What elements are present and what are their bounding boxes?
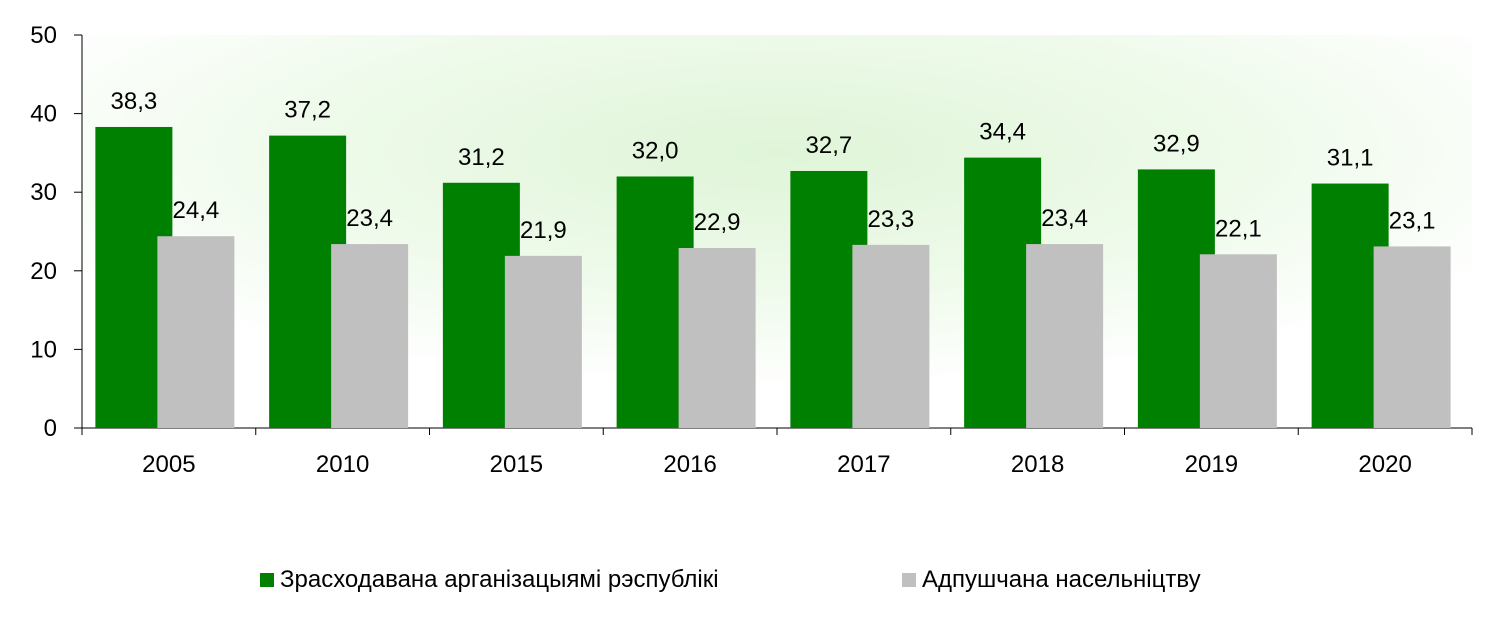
bar-series-2-2019 (1199, 254, 1277, 428)
y-tick-label: 50 (30, 22, 57, 49)
x-tick-label: 2005 (142, 451, 195, 478)
y-axis: 0 10 20 30 40 50 (30, 22, 83, 442)
x-tick-label: 2015 (490, 451, 543, 478)
bar-series-2-2020 (1373, 246, 1451, 428)
data-label-series-1: 32,9 (1153, 130, 1200, 157)
legend-label-series-1: Зрасходавана арганізацыямі рэспублікі (280, 566, 719, 593)
data-label-series-2: 22,1 (1215, 215, 1262, 242)
data-label-series-1: 32,7 (806, 132, 853, 159)
legend: Зрасходавана арганізацыямі рэспублікі Ад… (0, 566, 1496, 606)
data-label-series-2: 23,3 (868, 206, 915, 233)
data-label-series-1: 32,0 (632, 137, 679, 164)
data-label-series-2: 23,4 (346, 205, 393, 232)
data-labels-group: 38,3 24,4 37,2 23,4 31,2 21,9 32,0 22,9 32,7 23,3… (111, 88, 1436, 244)
data-label-series-2: 23,4 (1041, 205, 1088, 232)
legend-label-series-2: Адпушчана насельніцтву (922, 566, 1201, 593)
bars-group (95, 126, 1451, 428)
bar-series-2-2015 (504, 255, 582, 428)
bar-series-2-2016 (678, 248, 756, 428)
x-tick-label: 2020 (1358, 451, 1411, 478)
x-tick-label: 2019 (1185, 451, 1238, 478)
y-tick-label: 20 (30, 258, 57, 285)
bar-series-2-2018 (1026, 244, 1104, 428)
data-label-series-2: 21,9 (520, 217, 567, 244)
data-label-series-1: 37,2 (284, 97, 331, 124)
data-label-series-2: 23,1 (1389, 207, 1436, 234)
bar-series-2-2005 (157, 236, 235, 428)
bar-series-2-2010 (331, 244, 409, 428)
x-tick-label: 2016 (663, 451, 716, 478)
bar-series-2-2017 (852, 244, 930, 428)
x-tick-label: 2018 (1011, 451, 1064, 478)
legend-item-series-2: Адпушчана насельніцтву (902, 566, 1201, 594)
legend-item-series-1: Зрасходавана арганізацыямі рэспублікі (260, 566, 719, 594)
x-tick-label: 2017 (837, 451, 890, 478)
legend-swatch-series-2 (902, 573, 916, 587)
y-tick-label: 10 (30, 336, 57, 363)
legend-swatch-series-1 (260, 573, 274, 587)
data-label-series-1: 31,2 (458, 144, 505, 171)
data-label-series-1: 31,1 (1327, 145, 1374, 172)
y-tick-label: 0 (44, 415, 57, 442)
data-label-series-2: 22,9 (694, 209, 741, 236)
x-axis: 2005 2010 2015 2016 2017 2018 2019 2020 (81, 427, 1473, 478)
x-tick-label: 2010 (316, 451, 369, 478)
data-label-series-1: 34,4 (979, 119, 1026, 146)
data-label-series-1: 38,3 (111, 88, 158, 115)
bar-chart: 0 10 20 30 40 50 2005 2010 2015 2016 2017 2018 2019… (30, 22, 1473, 478)
y-tick-label: 30 (30, 179, 57, 206)
y-tick-label: 40 (30, 101, 57, 128)
data-label-series-2: 24,4 (173, 197, 220, 224)
